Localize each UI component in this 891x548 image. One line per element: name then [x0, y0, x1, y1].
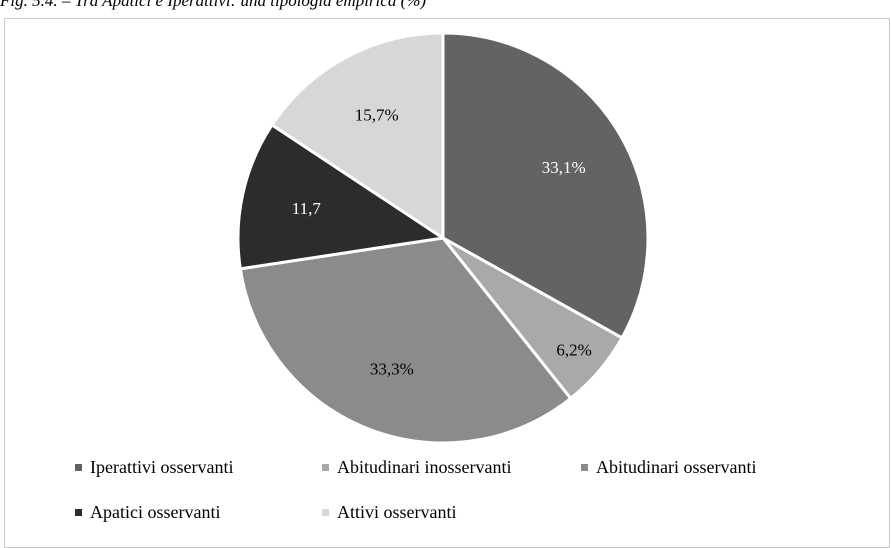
pie-slice-label-3: 11,7 — [292, 199, 322, 218]
pie-slice-label-0: 33,1% — [542, 158, 586, 177]
pie-slice-label-2: 33,3% — [370, 359, 414, 378]
pie-labels: 33,1% 6,2% 33,3% 11,7 15,7% — [292, 106, 592, 379]
pie-slice-label-1: 6,2% — [556, 340, 591, 359]
pie-slice-2 — [238, 236, 573, 445]
pie-slice-3 — [236, 122, 448, 271]
pie-slices — [236, 31, 650, 445]
pie-slice-0 — [441, 31, 650, 340]
figure-caption: Fig. 5.4. – Tra Apatici e Iperattivi: un… — [0, 0, 427, 10]
pie-slice-label-4: 15,7% — [355, 106, 399, 125]
pie-slice-4 — [269, 31, 445, 241]
